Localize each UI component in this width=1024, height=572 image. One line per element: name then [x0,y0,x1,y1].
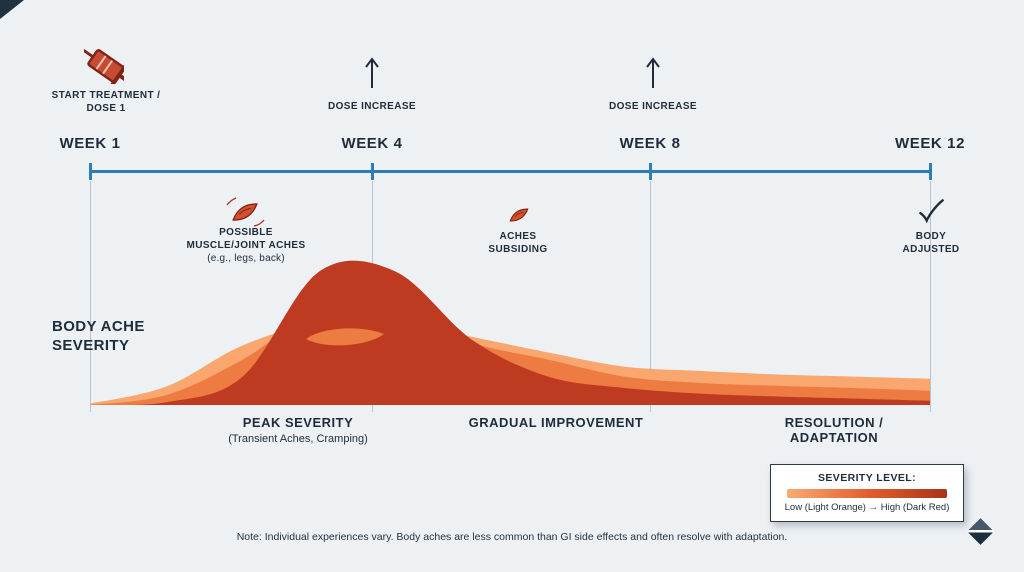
arrow-up-icon [365,57,379,88]
annotation-muscle-aches: POSSIBLE MUSCLE/JOINT ACHES (e.g., legs,… [186,226,305,265]
annotation-aches-subsiding-line1: ACHES [499,231,537,242]
phase-peak-severity: PEAK SEVERITY (Transient Aches, Cramping… [228,415,368,445]
muscle-icon [226,197,265,227]
annotation-body-adjusted-line1: BODY [915,231,947,242]
week-guide-line [930,181,931,412]
annotation-muscle-aches-line1: POSSIBLE [219,227,273,238]
phase-resolution-adaptation: RESOLUTION / ADAPTATION [784,415,884,445]
week-label-1: WEEK 1 [59,135,121,152]
area-series [90,304,930,405]
week-label-12: WEEK 12 [894,135,966,152]
annotation-muscle-aches-line3: (e.g., legs, back) [207,253,285,264]
y-axis-label-line1: BODY ACHE [52,318,145,335]
syringe-icon [84,45,124,84]
annotation-aches-subsiding: ACHES SUBSIDING [488,230,547,256]
timeline-tick-week1 [89,163,92,180]
event-start-treatment-line2: DOSE 1 [86,103,126,114]
annotation-aches-subsiding-line2: SUBSIDING [488,244,548,255]
phase-gradual-improvement: GRADUAL IMPROVEMENT [468,415,644,430]
timeline-tick-week4 [371,163,374,180]
annotation-muscle-aches-line2: MUSCLE/JOINT ACHES [186,240,306,251]
week-label-4: WEEK 4 [341,135,403,152]
severity-legend: SEVERITY LEVEL: Low (Light Orange) → Hig… [770,464,964,522]
check-icon [919,199,944,224]
week-guide-line [90,181,91,412]
legend-caption: Low (Light Orange) → High (Dark Red) [784,502,950,513]
corner-decoration [0,0,24,19]
event-dose-increase-2: DOSE INCREASE [609,101,697,112]
footnote: Note: Individual experiences vary. Body … [236,531,788,543]
legend-title: SEVERITY LEVEL: [818,472,916,484]
event-start-treatment-line1: START TREATMENT / [51,90,161,101]
timeline-tick-week8 [649,163,652,180]
legend-gradient-bar [787,489,947,498]
area-series [90,319,930,405]
y-axis-label-line2: SEVERITY [52,337,130,354]
annotation-body-adjusted: BODY ADJUSTED [902,230,959,256]
logo-diamond [967,518,994,545]
muscle-icon [509,208,529,222]
event-start-treatment: START TREATMENT / DOSE 1 [52,89,161,115]
y-axis-label: BODY ACHE SEVERITY [52,317,145,355]
week-label-8: WEEK 8 [619,135,681,152]
annotation-body-adjusted-line2: ADJUSTED [902,244,960,255]
week-guide-line [372,181,373,412]
week-guide-line [650,181,651,412]
phase-peak-severity-subtitle: (Transient Aches, Cramping) [228,433,368,445]
area-series [90,260,930,405]
event-dose-increase-1: DOSE INCREASE [328,101,416,112]
phase-peak-severity-title: PEAK SEVERITY [242,415,354,430]
arrow-up-icon [646,57,660,88]
timeline-tick-week12 [929,163,932,180]
timeline-axis [90,170,931,173]
